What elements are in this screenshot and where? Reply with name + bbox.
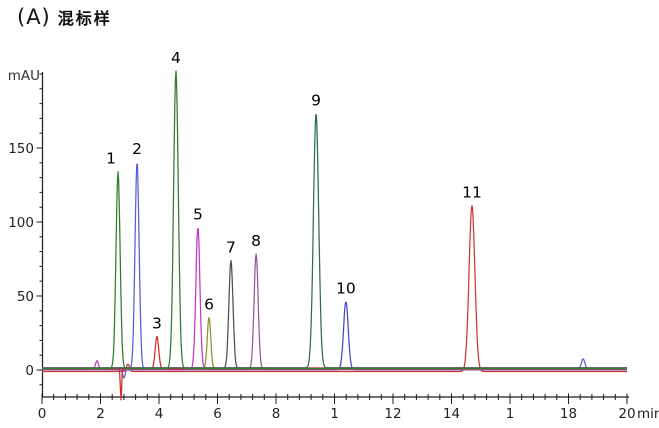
x-tick-label: 6 xyxy=(213,406,222,422)
peak-label-3: 3 xyxy=(152,314,162,332)
x-tick-label: 18 xyxy=(560,406,577,422)
figure-label: (A) xyxy=(17,5,51,29)
peak-label-6: 6 xyxy=(204,295,214,313)
trace-teal xyxy=(41,114,628,369)
peak-label-1: 1 xyxy=(106,150,116,168)
peak-label-5: 5 xyxy=(193,205,203,223)
peak-label-8: 8 xyxy=(251,232,261,250)
x-axis-unit: min xyxy=(637,406,659,422)
peak-label-9: 9 xyxy=(311,91,321,109)
trace-crimson xyxy=(41,205,628,373)
trace-purple xyxy=(41,253,628,371)
x-tick-label: 4 xyxy=(155,406,164,422)
trace-green xyxy=(41,70,628,370)
x-tick-label: 20 xyxy=(618,406,635,422)
y-tick-label: 50 xyxy=(17,289,34,305)
x-tick-label: 2 xyxy=(96,406,105,422)
y-tick-label: 150 xyxy=(8,141,34,157)
peak-label-2: 2 xyxy=(132,140,142,158)
x-tick-label: 14 xyxy=(443,406,460,422)
trace-slate-blue xyxy=(41,163,628,379)
y-tick-label: 0 xyxy=(25,363,34,379)
peak-label-11: 11 xyxy=(462,184,482,202)
y-axis-title: mAU xyxy=(8,68,40,84)
x-tick-label: 8 xyxy=(272,406,281,422)
x-tick-label: 12 xyxy=(384,406,401,422)
y-tick-label: 100 xyxy=(8,215,34,231)
trace-gray xyxy=(41,259,628,370)
trace-olive xyxy=(41,317,628,370)
peak-label-7: 7 xyxy=(226,239,236,257)
trace-blue xyxy=(41,301,628,371)
x-tick-label: 1 xyxy=(506,406,515,422)
x-tick-label: 1 xyxy=(330,406,339,422)
peak-label-4: 4 xyxy=(171,49,181,67)
figure-title: (A) 混标样 xyxy=(17,5,112,29)
x-tick-label: 0 xyxy=(38,406,47,422)
figure-title-text: 混标样 xyxy=(57,9,112,28)
trace-magenta xyxy=(41,228,628,371)
peak-label-10: 10 xyxy=(336,280,356,298)
